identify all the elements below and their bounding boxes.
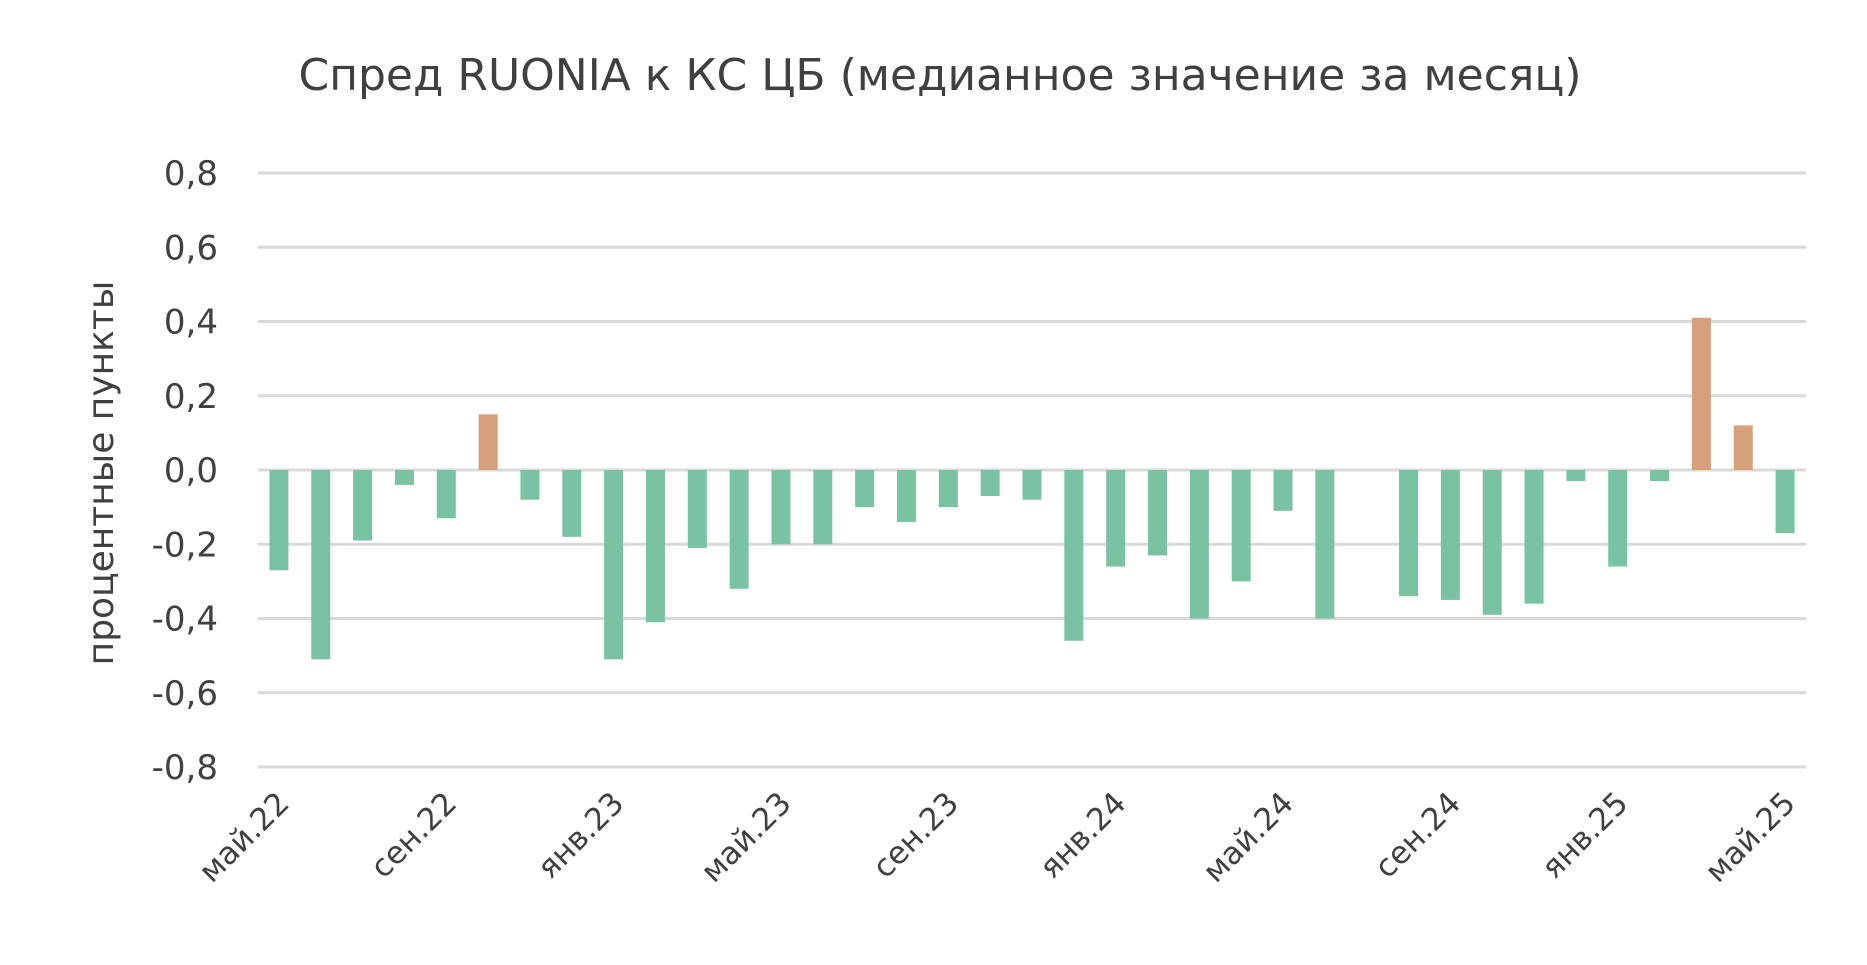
y-axis-ticks: 0,8 0,6 0,4 0,2 0,0 -0,2 -0,4 -0,6 -0,8: [152, 154, 218, 788]
bar: [1189, 470, 1209, 619]
x-tick-label: май.22: [192, 785, 297, 890]
bar: [311, 470, 331, 660]
bar: [436, 470, 456, 519]
bar: [478, 414, 498, 470]
x-tick-label: сен.24: [1368, 785, 1468, 885]
bar: [1022, 470, 1042, 500]
x-tick-label: сен.22: [364, 785, 464, 885]
bar: [1775, 470, 1795, 534]
y-tick-label: 0,6: [164, 228, 218, 268]
bar: [1273, 470, 1293, 511]
y-tick-label: -0,4: [152, 600, 218, 640]
y-tick-label: 0,4: [164, 303, 218, 343]
chart-title: Спред RUONIA к КС ЦБ (медианное значение…: [298, 50, 1581, 101]
bar: [729, 470, 749, 589]
bar: [1399, 470, 1419, 597]
bar: [896, 470, 916, 522]
bar: [1315, 470, 1335, 619]
y-tick-label: 0,2: [164, 377, 218, 417]
bar: [1064, 470, 1084, 641]
bar: [562, 470, 582, 537]
y-tick-label: -0,8: [152, 748, 218, 788]
x-tick-label: сен.23: [866, 785, 966, 885]
bar: [1231, 470, 1251, 582]
x-tick-label: янв.25: [1535, 785, 1636, 886]
bar: [980, 470, 1000, 496]
bars: [269, 317, 1795, 660]
bar: [1482, 470, 1502, 615]
bar: [938, 470, 958, 508]
bar: [1650, 470, 1670, 482]
bar: [855, 470, 875, 508]
bar: [1106, 470, 1126, 567]
bar: [269, 470, 289, 571]
y-tick-label: -0,2: [152, 525, 218, 565]
bar: [604, 470, 624, 660]
x-tick-label: май.24: [1196, 785, 1301, 890]
bar: [1608, 470, 1628, 567]
bar: [1733, 425, 1753, 470]
bar: [813, 470, 833, 545]
y-tick-label: 0,0: [164, 451, 218, 491]
bar: [1566, 470, 1586, 482]
y-axis-label: процентные пункты: [81, 281, 122, 666]
bar: [1691, 317, 1711, 470]
bar: [1524, 470, 1544, 604]
x-axis-ticks: май.22 сен.22 янв.23 май.23 сен.23 янв.24 май.…: [192, 785, 1803, 890]
bar: [771, 470, 791, 545]
bar: [520, 470, 540, 500]
bar: [645, 470, 665, 623]
bar: [394, 470, 414, 485]
x-tick-label: янв.24: [1033, 785, 1134, 886]
bar: [1148, 470, 1168, 556]
x-tick-label: янв.23: [531, 785, 632, 886]
bar: [1440, 470, 1460, 600]
bar: [353, 470, 373, 541]
x-tick-label: май.23: [694, 785, 799, 890]
y-tick-label: 0,8: [164, 154, 218, 194]
x-tick-label: май.25: [1698, 785, 1803, 890]
y-tick-label: -0,6: [152, 674, 218, 714]
bar: [687, 470, 707, 548]
